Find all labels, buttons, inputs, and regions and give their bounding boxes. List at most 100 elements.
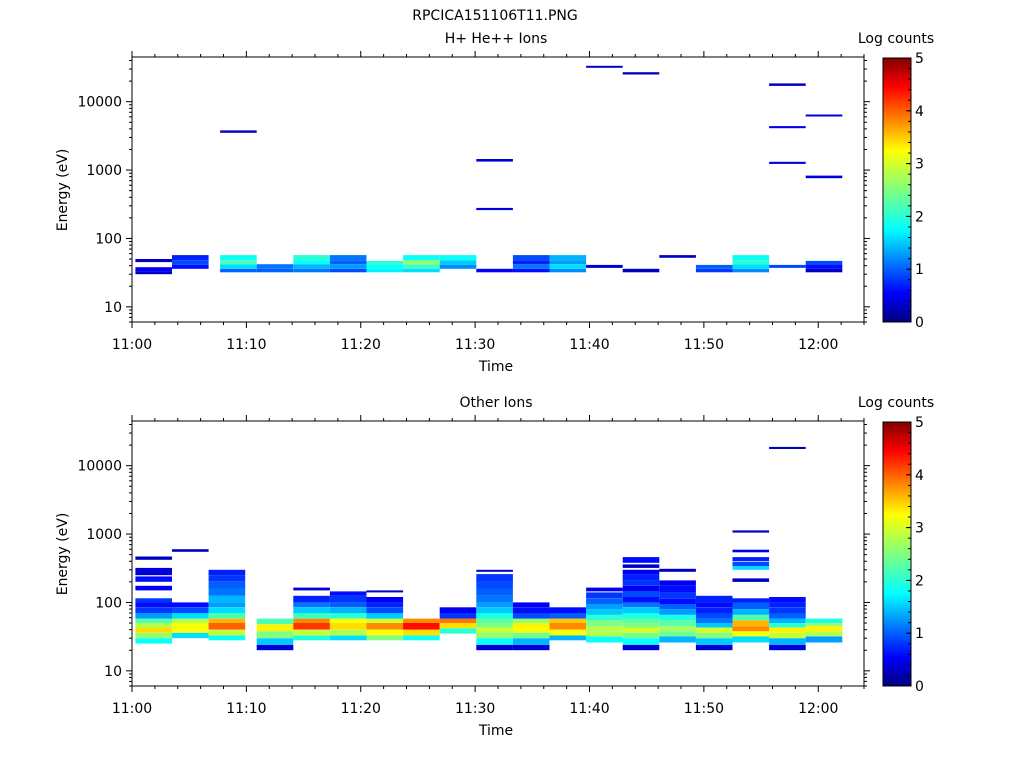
heatmap-cell [135, 259, 172, 263]
tick-labels: 11:00 11:10 11:20 11:30 11:40 11:50 12:0… [77, 95, 838, 353]
colorbar-tick-label: 3 [915, 157, 924, 173]
heatmap-cell [586, 592, 623, 599]
heatmap-cell [659, 568, 696, 572]
heatmap-cell [512, 602, 550, 608]
heatmap-cell [512, 638, 550, 645]
heatmap-cell [659, 255, 696, 258]
y-tick-label: 1000 [86, 163, 122, 179]
heatmap-cell [172, 255, 209, 261]
heatmap-cells [135, 65, 843, 275]
heatmap-cell [256, 268, 294, 273]
heatmap-cell [622, 574, 660, 581]
heatmap-cell [366, 268, 404, 273]
heatmap-cell [695, 607, 733, 614]
heatmap-cell [476, 159, 513, 162]
y-tick-label: 100 [95, 231, 122, 247]
heatmap-cells [135, 446, 843, 651]
heatmap-cell [329, 602, 367, 608]
heatmap-cell [732, 636, 770, 643]
heatmap-cell [769, 607, 806, 614]
plot-frame [131, 56, 865, 323]
heatmap-cell [172, 607, 209, 614]
colorbar-label: Log counts [858, 395, 934, 411]
heatmap-cell [732, 562, 770, 567]
heatmap-cell [293, 255, 330, 261]
heatmap-cell [208, 575, 246, 582]
heatmap-cell [659, 614, 696, 621]
heatmap-cell [695, 632, 733, 639]
heatmap-cell [622, 638, 660, 645]
heatmap-cell [220, 260, 257, 265]
x-tick-label: 11:40 [569, 701, 609, 717]
heatmap-cell [366, 629, 404, 636]
heatmap-cell [366, 623, 404, 630]
heatmap-cell [586, 65, 623, 68]
x-tick-label: 11:30 [455, 337, 495, 353]
heatmap-cell [586, 631, 623, 637]
heatmap-cell [329, 591, 367, 596]
panel-other-ions: Other Ions Energy (eV) Time 11:00 11:10 … [55, 395, 934, 739]
heatmap-cell [172, 627, 209, 633]
heatmap-cell [732, 620, 770, 627]
heatmap-cell [135, 267, 172, 272]
heatmap-cell [659, 580, 696, 586]
heatmap-cell [135, 602, 172, 608]
heatmap-cell [329, 629, 367, 636]
x-tick-label: 11:10 [226, 337, 266, 353]
x-tick-label: 11:20 [341, 337, 381, 353]
heatmap-cell [293, 635, 330, 641]
heatmap-cell [135, 556, 172, 560]
heatmap-cell [476, 613, 513, 619]
heatmap-cell [476, 268, 513, 273]
heatmap-cell [659, 609, 696, 615]
heatmap-cell [622, 564, 660, 568]
figure-title: RPCICA151106T11.PNG [412, 8, 577, 24]
heatmap-cell [135, 623, 172, 628]
heatmap-cell [220, 264, 257, 269]
heatmap-cell [403, 264, 440, 269]
colorbar: Log counts 0 1 2 3 4 5 [858, 31, 934, 331]
heatmap-cell [135, 567, 172, 576]
heatmap-cell [549, 629, 587, 636]
heatmap-cell [805, 636, 843, 643]
heatmap-cell [622, 602, 660, 608]
heatmap-cell [293, 595, 330, 603]
x-tick-label: 11:00 [112, 701, 152, 717]
heatmap-cell [769, 446, 806, 449]
colorbar-tick-label: 2 [915, 209, 924, 225]
heatmap-cell [403, 629, 440, 636]
heatmap-cell [622, 591, 660, 597]
heatmap-cell [329, 260, 367, 265]
heatmap-cell [476, 569, 513, 572]
heatmap-cell [622, 632, 660, 639]
heatmap-cell [549, 264, 587, 269]
heatmap-cell [476, 581, 513, 589]
heatmap-cell [622, 613, 660, 619]
heatmap-cell [476, 588, 513, 596]
y-axis-label: Energy (eV) [55, 513, 71, 596]
heatmap-cell [329, 618, 367, 623]
colorbar-tick-label: 4 [915, 104, 924, 120]
heatmap-cell [172, 618, 209, 623]
heatmap-cell [769, 618, 806, 623]
heatmap-cell [549, 613, 587, 619]
heatmap-cell [329, 623, 367, 630]
heatmap-cell [732, 268, 770, 273]
heatmap-cell [586, 598, 623, 604]
x-tick-label: 11:40 [569, 337, 609, 353]
heatmap-cell [293, 602, 330, 608]
x-tick-label: 12:00 [798, 701, 838, 717]
panel-title: Other Ions [459, 395, 532, 411]
heatmap-cell [476, 632, 513, 639]
heatmap-cell [805, 631, 843, 637]
heatmap-cell [439, 623, 477, 629]
heatmap-cell [659, 636, 696, 643]
heatmap-cell [622, 569, 660, 575]
heatmap-cell [769, 638, 806, 645]
heatmap-cell [135, 271, 172, 275]
colorbar-tick-label: 5 [915, 415, 924, 431]
heatmap-cell [256, 631, 294, 639]
heatmap-cell [659, 604, 696, 610]
heatmap-cell [805, 623, 843, 627]
heatmap-cell [769, 597, 806, 603]
